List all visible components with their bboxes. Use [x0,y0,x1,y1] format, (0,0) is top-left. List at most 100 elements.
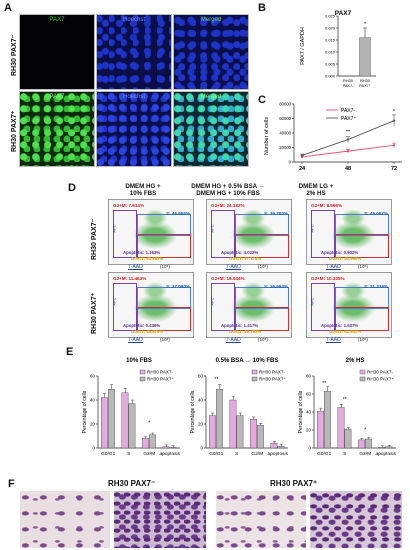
flow-gate-apoptotic [211,210,235,258]
flow-x-axis-unit: (10⁵) [160,264,170,269]
e-category-label: G2/M [143,451,155,457]
flow-g0g1-label: G0/G1: 40.969% [329,256,362,261]
e-ytick-label: 0 [92,446,95,451]
e-category-label: G0/G1 [101,451,115,457]
flow-gate-g0g1 [235,234,289,258]
e-significance: ** [343,397,347,403]
b-ytick-label: 0.005 [325,62,336,67]
flow-g0g1-label: G0/G1: 49.879% [131,329,164,334]
panel-c-chart: Number of cells 0 20000 40000 60000 80000 24 4… [264,102,402,172]
e-bar [142,438,149,449]
flow-x-axis-unit: (10⁵) [258,337,268,342]
b-bar [359,37,371,77]
e-category-label: S [343,451,346,457]
b-category-label: RH30 [343,79,353,83]
flow-g2m-label: G2+M: 24.182% [211,203,245,208]
col-label-hg-fbs: DMEM HG + 10% FBS [108,183,178,197]
e-legend-swatch [139,376,146,382]
micrograph-pax7-pos-hoechst: Hoechst [96,91,172,167]
e-ytick-label: 60 [306,392,312,397]
chart-c-lines: *** [300,109,396,159]
flow-x-axis-unit: (10⁵) [358,337,368,342]
flow-gate-apoptotic [113,210,137,258]
e-category-label: S [235,451,238,457]
flow-x-axis-label: 7-AAD [326,264,341,270]
c-point [392,144,396,147]
e-legend-label: RH30 PAX7⁺ [367,377,394,382]
flow-gate-apoptotic [311,210,335,258]
e-bar [149,434,156,449]
e-category-label: S [127,451,130,457]
c-xtick-label: 24 [299,166,306,172]
b-ytick-label: 0.000 [325,74,336,79]
e-bar [108,389,115,449]
flow-s-label: S: 46.665% [165,211,190,216]
c-point [346,149,350,153]
flow-g2m-label: G2+M: 8.966% [311,203,343,208]
e-category-label: apoptosis [159,451,180,457]
micrograph-pax7-pos-pax7: PAX7 [19,91,95,167]
e-category-label: G0/G1 [209,451,223,457]
b-category-label: RH30 [360,79,370,83]
flow-s-label: S: 37.090% [165,284,190,289]
c-ytick-label: 20000 [279,145,291,150]
c-ytick-label: 80000 [279,102,291,107]
e-bar [236,415,244,449]
e-bar [121,392,129,449]
flow-plot: G2+M: 10.335% S: 21.338% Apoptotic: 1.537%… [306,272,392,338]
flow-plot: G2+M: 11.463% S: 37.090% Apoptotic: 0.436%… [108,272,194,338]
e-bar [229,399,237,449]
flow-gate-s [137,287,191,309]
e-chart-ylabel: Percentage of cells [298,390,304,433]
flow-s-label: S: 26.954% [263,284,288,289]
e-legend-swatch [359,369,366,375]
c-point [300,154,304,157]
e-ytick-label: 0 [308,446,311,451]
e-bar [101,397,108,449]
e-bar [162,446,170,449]
flow-plot: G2+M: 8.966% S: 45.007% Apoptotic: 0.902% G… [306,199,392,265]
flow-y-axis-label: APC [309,224,315,233]
col-label-text: DMEM HG + 10% FBS [125,183,161,197]
c-xtick-label: 72 [391,166,397,172]
flow-y-axis-label: APC [209,224,215,233]
panel-label-a: A [4,2,12,14]
flow-x-axis-label: 7-AAD [226,337,241,343]
panel-b-chart: PAX7 PAX7 / GAPDH 0.0000.0050.0100.0150.… [300,10,376,88]
e-chart: 10% FBS Percentage of cells 0 20 40 60 G0/G1 S G… [82,358,181,457]
b-ytick-label: 0.020 [325,26,336,31]
flow-apoptotic-label: Apoptotic: 1.537% [321,323,359,328]
c-xtick-label: 48 [345,166,351,172]
flow-g2m-label: G2+M: 10.335% [311,276,345,281]
e-legend-swatch [359,376,366,382]
e-chart-ylabel: Percentage of cells [82,390,88,433]
flow-x-axis-label: 7-AAD [226,264,241,270]
flow-y-axis-label: APC [209,297,215,306]
e-bar [358,439,365,449]
flow-row-label-pos: RH30 PAX7⁺ [91,292,98,334]
e-legend-swatch [251,369,258,375]
panel-label-b: B [258,2,266,14]
flow-s-label: S: 21.338% [363,284,388,289]
col-label-text: DMEM HG + 0.5% BSA → DMEM HG + 10% FBS [191,183,265,197]
flow-gate-s [235,287,289,309]
e-bar [317,410,324,449]
flow-y-axis-label: APC [111,224,117,233]
histology-image-neg-1 [20,491,110,548]
micrograph-title: Hoechst [122,17,145,23]
e-chart-title: 10% FBS [126,358,152,364]
c-significance: ** [346,130,351,136]
c-significance: * [393,109,396,115]
c-point [392,119,396,122]
e-bar [169,447,177,449]
flow-s-label: S: 39.700% [263,211,288,216]
e-legend-label: RH30 PAX7⁺ [147,377,174,382]
flow-apoptotic-label: Apoptotic: 1.163% [123,250,161,255]
micrograph-pax7-pos-merged: Merged [173,91,249,167]
e-ytick-label: 0 [200,446,203,451]
e-ytick-label: 20 [306,428,312,433]
chart-b-title: PAX7 [335,10,352,17]
c-ytick-label: 60000 [279,116,291,121]
histology-image-neg-2 [114,491,206,548]
